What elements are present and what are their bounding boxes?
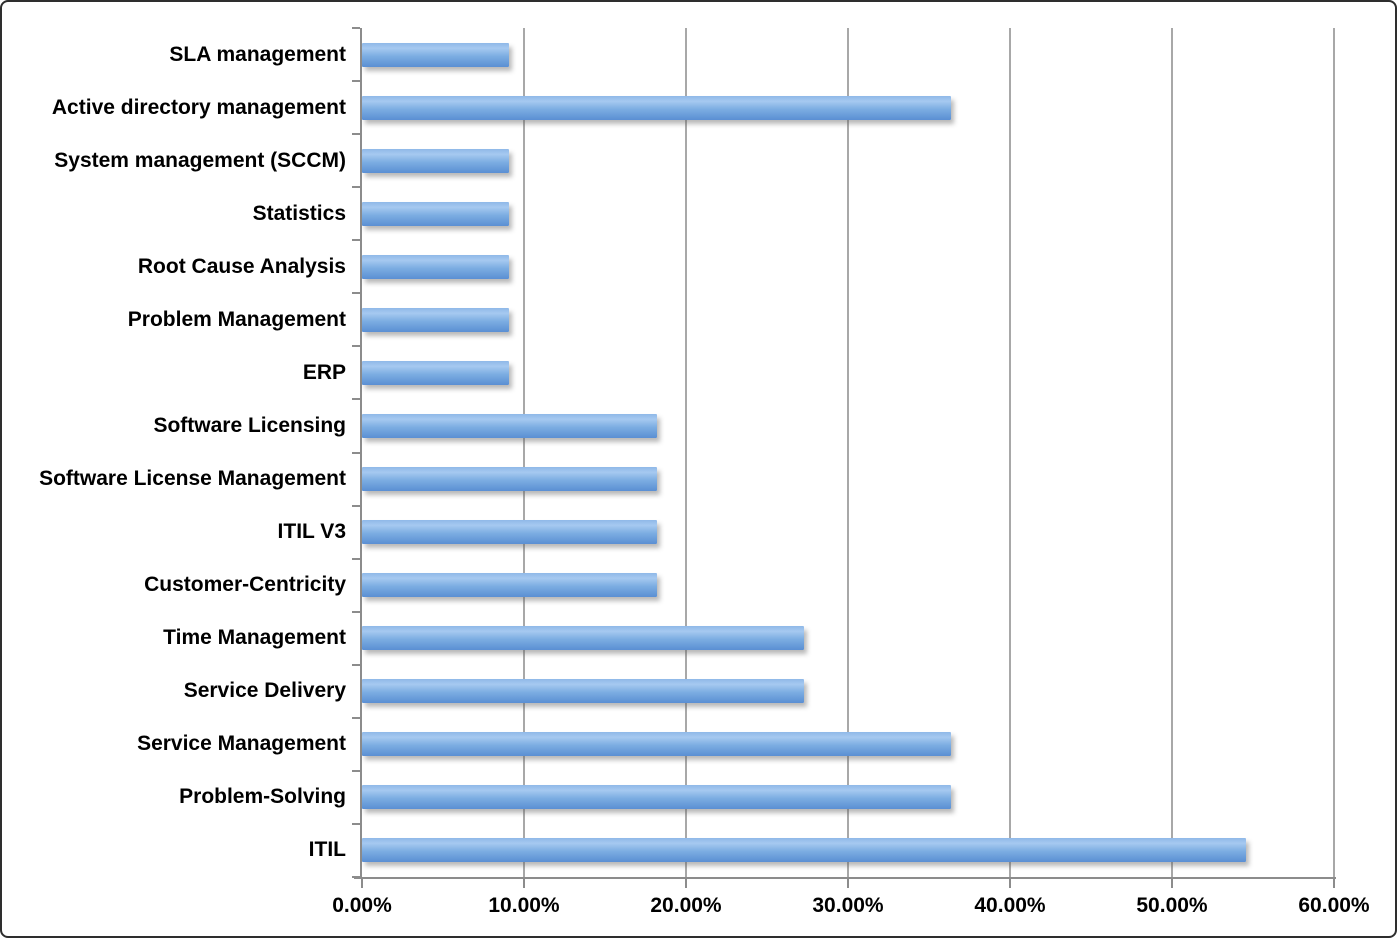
y-axis-tick (352, 239, 360, 242)
bar (362, 201, 510, 226)
bar (362, 148, 510, 173)
category-label: Statistics (252, 201, 346, 225)
y-axis-tick (352, 27, 360, 29)
category-label: ERP (302, 360, 346, 384)
category-label: ITIL V3 (277, 520, 346, 544)
y-axis-tick (352, 186, 360, 189)
bar (362, 785, 952, 810)
category-label: Time Management (163, 626, 346, 650)
x-axis-tick-label: 30.00% (812, 894, 884, 917)
bar (362, 573, 657, 598)
category-label: ITIL (308, 838, 346, 862)
y-axis-tick (352, 292, 360, 295)
y-axis-tick (352, 504, 360, 507)
gridline (684, 28, 687, 877)
bar (362, 42, 510, 67)
category-label: Active directory management (51, 95, 346, 119)
bar (362, 732, 952, 757)
x-axis-tick-label: 10.00% (488, 894, 560, 917)
bar (362, 626, 804, 651)
bar (362, 360, 510, 385)
category-label: System management (SCCM) (54, 148, 346, 172)
x-axis-tick (847, 879, 849, 888)
y-axis-tick (352, 716, 360, 719)
category-label: Software License Management (39, 467, 346, 491)
y-axis-tick (352, 80, 360, 83)
gridline (847, 28, 849, 877)
x-axis-tick-label: 20.00% (650, 894, 722, 917)
y-axis-tick (352, 398, 360, 401)
y-axis-tick (352, 822, 360, 825)
x-axis-tick-label: 60.00% (1298, 894, 1370, 917)
y-axis-tick (352, 769, 360, 772)
gridline (1171, 28, 1173, 877)
category-label: Problem-Solving (179, 785, 346, 809)
x-axis-tick (1171, 879, 1173, 888)
x-axis-tick (685, 879, 687, 888)
bar (362, 467, 657, 492)
x-axis-tick-label: 0.00% (332, 894, 392, 917)
category-label: Service Management (137, 732, 346, 756)
y-axis-tick (352, 876, 360, 878)
y-axis-tick (352, 610, 360, 613)
category-label: SLA management (169, 42, 346, 66)
x-axis-tick-label: 40.00% (974, 894, 1046, 917)
bar (362, 838, 1246, 863)
bar (362, 520, 657, 545)
bar (362, 95, 952, 120)
plot-area (362, 28, 1335, 877)
y-axis-tick (352, 345, 360, 348)
y-axis-line (360, 28, 362, 879)
x-axis-tick (1333, 879, 1335, 888)
category-label: Software Licensing (153, 413, 346, 437)
category-label: Customer-Centricity (144, 573, 346, 597)
y-axis-tick (352, 133, 360, 136)
bar (362, 679, 804, 704)
category-label: Root Cause Analysis (137, 254, 346, 278)
bar (362, 254, 510, 279)
gridline (1333, 28, 1335, 877)
bar (362, 413, 657, 438)
y-axis-tick (352, 451, 360, 454)
x-axis-tick-label: 50.00% (1136, 894, 1208, 917)
category-label: Problem Management (127, 307, 346, 331)
x-axis-tick (523, 879, 525, 888)
x-axis-line (354, 877, 1336, 879)
x-axis-tick (1009, 879, 1011, 888)
bar (362, 307, 510, 332)
category-label: Service Delivery (183, 679, 346, 703)
gridline (522, 28, 525, 877)
gridline (1008, 28, 1011, 877)
y-axis-tick (352, 663, 360, 666)
y-axis-tick (352, 557, 360, 560)
x-axis-tick (361, 879, 363, 888)
